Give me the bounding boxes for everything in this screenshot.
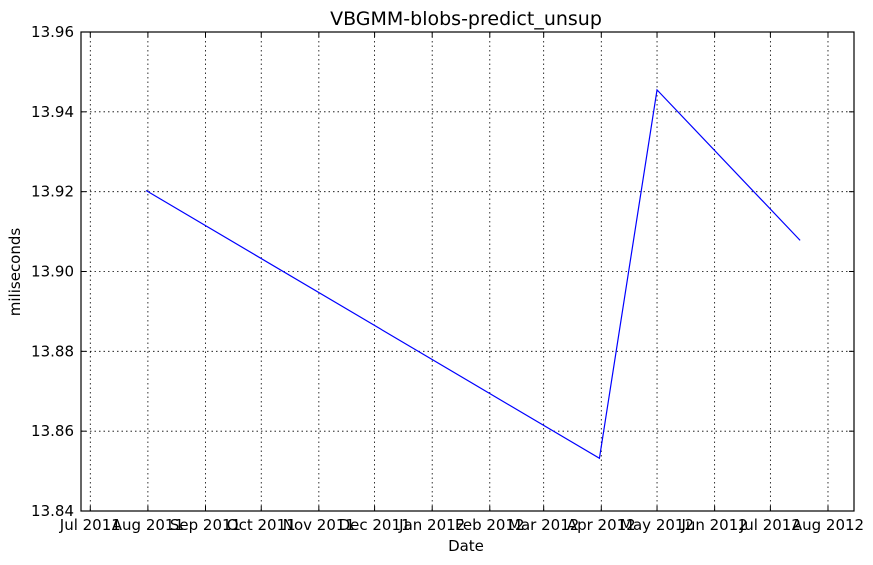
x-tick-label: Apr 2012: [567, 516, 636, 534]
y-tick-label: 13.96: [31, 23, 74, 41]
y-tick-label: 13.94: [31, 103, 74, 121]
y-tick-labels: 13.84 13.86 13.88 13.90 13.92 13.94 13.96: [31, 23, 74, 520]
x-tick-label: Oct 2011: [227, 516, 296, 534]
y-tick-label: 13.92: [31, 183, 74, 201]
x-tick-label: Aug 2012: [792, 516, 864, 534]
chart-title: VBGMM-blobs-predict_unsup: [330, 8, 602, 30]
x-tick-label: Dec 2011: [339, 516, 411, 534]
x-tick-label: Feb 2012: [455, 516, 525, 534]
series-layer: [145, 88, 801, 460]
x-tick-label: Sep 2011: [170, 516, 241, 534]
x-tick-label: May 2012: [620, 516, 694, 534]
x-axis-label: Date: [448, 537, 484, 555]
y-axis-label: miliseconds: [6, 228, 24, 317]
x-tick-label: Jan 2012: [398, 516, 465, 534]
y-tick-label: 13.86: [31, 422, 74, 440]
y-tick-label: 13.88: [31, 342, 74, 360]
grid-lines: [81, 31, 854, 512]
x-tick-label: Jun 2012: [680, 516, 747, 534]
y-tick-label: 13.90: [31, 263, 74, 281]
x-tick-label: Nov 2011: [283, 516, 355, 534]
axis-ticks: [81, 31, 854, 512]
y-tick-label: 13.84: [31, 502, 74, 520]
x-tick-label: Jul 2011: [59, 516, 121, 534]
x-tick-label: Aug 2011: [112, 516, 184, 534]
series-line: [145, 88, 801, 460]
x-tick-label: Mar 2012: [508, 516, 579, 534]
x-tick-label: Jul 2012: [739, 516, 801, 534]
